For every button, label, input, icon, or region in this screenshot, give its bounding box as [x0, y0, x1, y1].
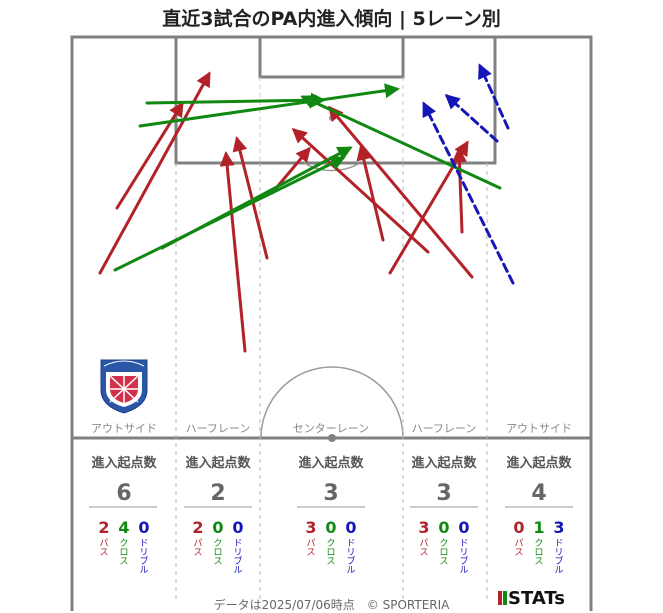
center-circle	[260, 366, 404, 439]
lane-4-dribble-label: ドリブル	[459, 539, 468, 576]
pass-arrow-7	[291, 127, 430, 254]
footer-note: データは2025/07/06時点 © SPORTERIA	[213, 598, 450, 612]
lane-4-dribble-count: 0	[458, 518, 469, 537]
penalty-arc	[303, 162, 361, 172]
lane-name-3: センターレーン	[293, 422, 369, 435]
lane-header-4: 進入起点数	[411, 455, 477, 471]
lane-2-pass-count: 2	[192, 518, 203, 537]
pass-arrow-3	[219, 151, 247, 353]
cross-arrow-11	[145, 92, 326, 108]
lane-5-cross-label: クロス	[534, 538, 543, 567]
lane-3-cross-label: クロス	[326, 538, 335, 567]
cross-arrow-12	[138, 83, 400, 128]
lane-5-pass-count: 0	[513, 518, 524, 537]
center-spot	[328, 434, 336, 442]
chart-title: 直近3試合のPA内進入傾向 | 5レーン別	[162, 8, 501, 30]
dribble-arrow-18	[478, 63, 510, 130]
lane-name-4: ハーフレーン	[412, 422, 477, 435]
lane-1-pass-label: パス	[99, 538, 108, 558]
lane-header-1: 進入起点数	[91, 455, 157, 471]
penalty-area	[174, 35, 497, 165]
lane-header-3: 進入起点数	[298, 455, 364, 471]
pass-arrow-10	[451, 147, 467, 234]
lane-1-pass-count: 2	[98, 518, 109, 537]
lane-2-cross-label: クロス	[213, 538, 222, 567]
lane-1-cross-label: クロス	[119, 538, 128, 567]
pass-arrow-8	[328, 105, 474, 279]
lane-3-cross-count: 0	[325, 518, 336, 537]
lane-2-pass-label: パス	[193, 538, 202, 558]
lane-3-dribble-label: ドリブル	[346, 539, 355, 576]
cross-arrow-14	[113, 156, 346, 272]
lane-name-2: ハーフレーン	[186, 422, 251, 435]
lane-2-cross-count: 0	[212, 518, 223, 537]
lane-3-pass-label: パス	[306, 538, 315, 558]
pass-arrow-2	[98, 71, 211, 275]
stats-logo: STATs	[498, 588, 565, 609]
lane-4-cross-label: クロス	[439, 538, 448, 567]
lane-summaries: 進入起点数 進入起点数 進入起点数 進入起点数 進入起点数 6 2 3 3 4	[91, 455, 572, 506]
lane-total-3: 3	[323, 481, 338, 506]
logo-bar-icon	[503, 591, 507, 605]
lane-total-4: 3	[436, 481, 451, 506]
pass-arrow-1	[115, 101, 184, 210]
dribble-arrow-16	[422, 101, 515, 285]
lane-4-pass-label: パス	[419, 538, 428, 558]
lane-2-dribble-label: ドリブル	[233, 539, 242, 576]
lane-total-1: 6	[116, 481, 131, 506]
cross-arrow-15	[300, 95, 502, 190]
lane-5-dribble-count: 3	[553, 518, 564, 537]
lane-3-pass-count: 3	[305, 518, 316, 537]
lane-name-1: アウトサイド	[91, 422, 157, 435]
lane-total-5: 4	[531, 481, 546, 506]
lane-name-5: アウトサイド	[506, 422, 572, 435]
goal-area	[258, 35, 405, 79]
lane-1-cross-count: 4	[118, 518, 129, 537]
lane-names: アウトサイド ハーフレーン センターレーン ハーフレーン アウトサイド	[91, 422, 572, 435]
lane-4-cross-count: 0	[438, 518, 449, 537]
lane-breakdowns: 2パス4クロス0ドリブル2パス0クロス0ドリブル3パス0クロス0ドリブル3パス0…	[98, 518, 564, 576]
entry-arrows	[98, 63, 515, 353]
lane-header-5: 進入起点数	[506, 455, 572, 471]
pass-arrow-6	[356, 145, 385, 242]
lane-5-pass-label: パス	[514, 538, 523, 558]
lane-2-dribble-count: 0	[232, 518, 243, 537]
lane-5-dribble-label: ドリブル	[554, 539, 563, 576]
lane-4-pass-count: 3	[418, 518, 429, 537]
lane-header-2: 進入起点数	[185, 455, 251, 471]
pitch-thin-lines	[260, 162, 404, 439]
logo-bar-icon	[498, 591, 502, 605]
lane-3-dribble-count: 0	[345, 518, 356, 537]
logo-text: STATs	[508, 588, 565, 609]
penalty-spot	[329, 115, 335, 121]
lane-1-dribble-label: ドリブル	[139, 539, 148, 576]
lane-total-2: 2	[210, 481, 225, 506]
club-crest-logo	[100, 359, 148, 414]
dribble-arrow-17	[444, 93, 499, 143]
lane-dividers-inside-pa	[259, 77, 404, 163]
lane-5-cross-count: 1	[533, 518, 544, 537]
lane-1-dribble-count: 0	[138, 518, 149, 537]
